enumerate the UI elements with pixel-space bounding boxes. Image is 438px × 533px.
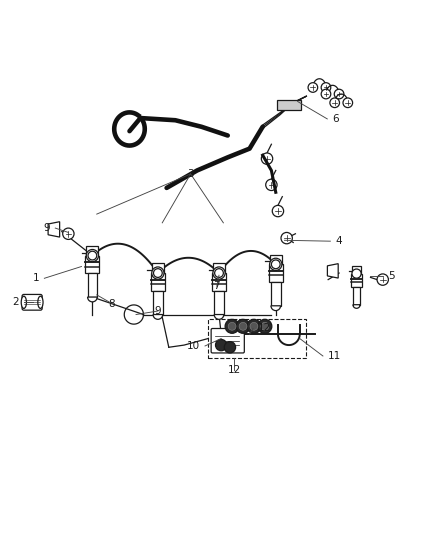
Text: 10: 10 bbox=[187, 341, 200, 351]
FancyBboxPatch shape bbox=[152, 263, 164, 273]
Circle shape bbox=[270, 258, 282, 270]
Text: 12: 12 bbox=[228, 366, 241, 375]
Text: 2: 2 bbox=[12, 297, 18, 308]
Wedge shape bbox=[88, 297, 97, 302]
Text: 4: 4 bbox=[336, 236, 342, 246]
Circle shape bbox=[272, 205, 284, 217]
FancyBboxPatch shape bbox=[353, 287, 360, 305]
Circle shape bbox=[334, 89, 344, 99]
Circle shape bbox=[153, 269, 162, 277]
FancyBboxPatch shape bbox=[277, 100, 300, 110]
FancyBboxPatch shape bbox=[270, 255, 282, 264]
Circle shape bbox=[352, 269, 361, 278]
Circle shape bbox=[321, 83, 331, 92]
Circle shape bbox=[63, 228, 74, 239]
Circle shape bbox=[225, 319, 239, 333]
Circle shape bbox=[86, 249, 99, 262]
Circle shape bbox=[152, 267, 164, 279]
Text: 7: 7 bbox=[213, 281, 220, 291]
Circle shape bbox=[215, 269, 223, 277]
Circle shape bbox=[224, 342, 236, 353]
FancyBboxPatch shape bbox=[214, 290, 224, 314]
Circle shape bbox=[321, 89, 331, 99]
Circle shape bbox=[258, 319, 272, 333]
Circle shape bbox=[308, 83, 318, 92]
FancyBboxPatch shape bbox=[212, 273, 226, 290]
Circle shape bbox=[261, 153, 273, 164]
Circle shape bbox=[281, 232, 292, 244]
Wedge shape bbox=[271, 306, 281, 311]
Circle shape bbox=[88, 251, 97, 260]
FancyBboxPatch shape bbox=[269, 264, 283, 282]
Text: 12: 12 bbox=[258, 324, 272, 334]
FancyBboxPatch shape bbox=[22, 294, 42, 310]
Text: 5: 5 bbox=[388, 271, 395, 281]
FancyBboxPatch shape bbox=[352, 266, 361, 273]
Text: 9: 9 bbox=[43, 223, 50, 233]
Circle shape bbox=[266, 179, 277, 190]
Circle shape bbox=[247, 319, 261, 333]
FancyBboxPatch shape bbox=[153, 290, 162, 314]
FancyBboxPatch shape bbox=[88, 273, 97, 297]
Wedge shape bbox=[214, 314, 224, 319]
FancyBboxPatch shape bbox=[151, 273, 165, 290]
Text: 1: 1 bbox=[32, 273, 39, 283]
Circle shape bbox=[236, 319, 250, 333]
Circle shape bbox=[239, 322, 247, 330]
Polygon shape bbox=[327, 264, 338, 278]
Text: 6: 6 bbox=[332, 114, 339, 124]
Text: 3: 3 bbox=[187, 169, 194, 179]
Wedge shape bbox=[153, 314, 162, 319]
Polygon shape bbox=[48, 222, 60, 237]
Circle shape bbox=[272, 260, 280, 269]
Circle shape bbox=[215, 340, 227, 351]
Bar bbox=[208, 319, 306, 358]
Circle shape bbox=[250, 322, 258, 330]
FancyBboxPatch shape bbox=[271, 282, 281, 306]
Circle shape bbox=[228, 322, 236, 330]
FancyBboxPatch shape bbox=[213, 263, 225, 273]
Text: 8: 8 bbox=[109, 298, 115, 309]
Circle shape bbox=[330, 98, 339, 108]
Circle shape bbox=[343, 98, 353, 108]
FancyBboxPatch shape bbox=[211, 328, 244, 353]
Text: 9: 9 bbox=[155, 306, 161, 316]
Text: 11: 11 bbox=[328, 351, 341, 361]
FancyBboxPatch shape bbox=[86, 246, 99, 256]
Ellipse shape bbox=[38, 296, 43, 309]
Wedge shape bbox=[353, 305, 360, 308]
Circle shape bbox=[377, 274, 389, 285]
FancyBboxPatch shape bbox=[351, 273, 362, 287]
Ellipse shape bbox=[21, 296, 26, 309]
Circle shape bbox=[213, 267, 225, 279]
Circle shape bbox=[261, 322, 269, 330]
FancyBboxPatch shape bbox=[85, 256, 99, 273]
